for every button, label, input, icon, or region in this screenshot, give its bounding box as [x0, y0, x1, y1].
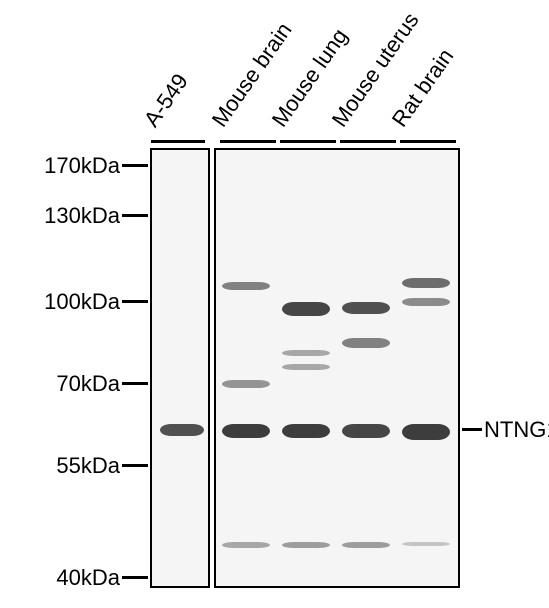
blot-band: [222, 424, 270, 438]
blot-band: [222, 282, 270, 290]
lane-underline: [280, 140, 336, 143]
blot-band: [160, 424, 204, 436]
mw-tick: [122, 576, 148, 579]
blot-band: [402, 278, 450, 288]
blot-band: [402, 424, 450, 440]
mw-tick: [122, 164, 148, 167]
lane-underline: [400, 140, 456, 143]
blot-band: [342, 338, 390, 348]
mw-label: 130kDa: [20, 203, 120, 229]
mw-tick: [122, 214, 148, 217]
mw-label: 170kDa: [20, 153, 120, 179]
blot-figure: A-549 Mouse brain Mouse lung Mouse uteru…: [0, 0, 549, 608]
mw-tick: [122, 464, 148, 467]
blot-panel: [150, 148, 210, 588]
blot-band: [402, 542, 450, 546]
blot-band: [342, 424, 390, 438]
lane-label: A-549: [139, 69, 194, 132]
lane-underline: [151, 140, 205, 143]
blot-band: [402, 298, 450, 306]
blot-band: [222, 542, 270, 548]
lane-underline: [220, 140, 276, 143]
blot-band: [342, 302, 390, 314]
blot-band: [282, 350, 330, 356]
blot-panel: [214, 148, 460, 588]
mw-label: 40kDa: [20, 565, 120, 591]
blot-band: [342, 542, 390, 548]
mw-tick: [122, 300, 148, 303]
blot-band: [282, 424, 330, 438]
blot-band: [282, 302, 330, 316]
blot-band: [222, 380, 270, 388]
target-label: NTNG1: [484, 417, 549, 443]
lane-underline: [340, 140, 396, 143]
blot-band: [282, 542, 330, 548]
mw-label: 55kDa: [20, 453, 120, 479]
mw-label: 70kDa: [20, 371, 120, 397]
mw-tick: [122, 382, 148, 385]
mw-label: 100kDa: [20, 289, 120, 315]
target-tick: [462, 428, 482, 431]
blot-band: [282, 364, 330, 370]
